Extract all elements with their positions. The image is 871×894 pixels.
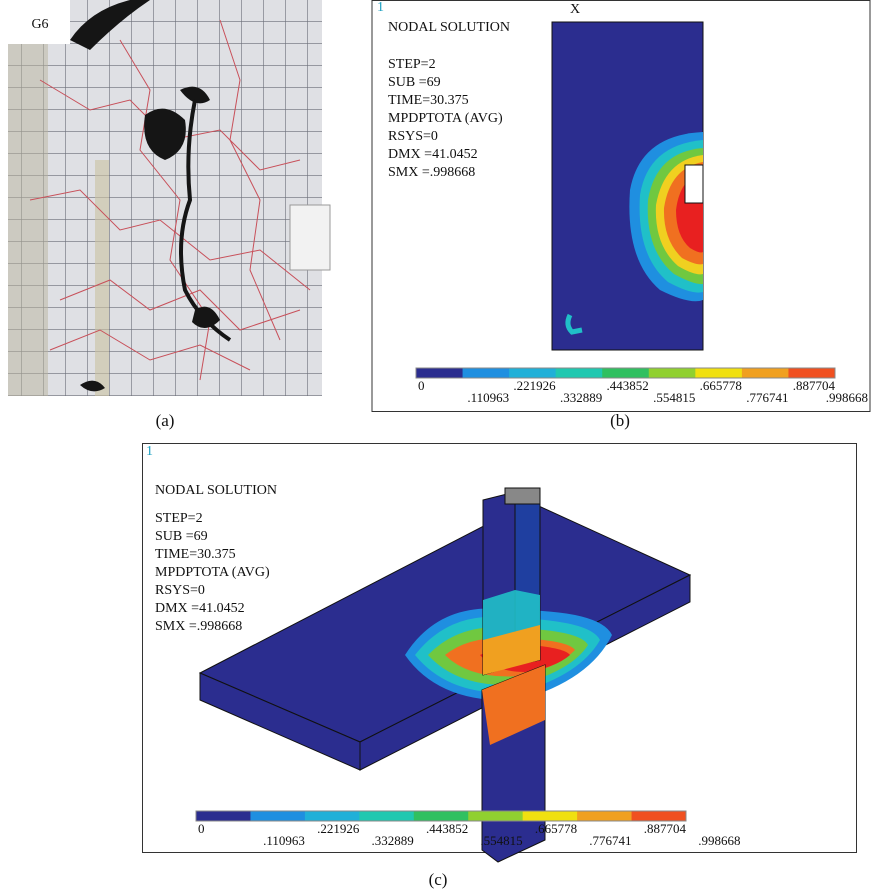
- colorbar-segment: [509, 368, 556, 378]
- caption: (b): [610, 411, 630, 430]
- figure: G6 (a) 1 X (b) 1 X (c): [0, 0, 871, 894]
- colorbar-segment: [468, 811, 523, 821]
- legend-label: .887704: [644, 821, 687, 836]
- legend-label: .776741: [589, 833, 631, 848]
- colorbar-segment: [414, 811, 469, 821]
- info-line: SMX =.998668: [388, 165, 475, 180]
- photo-panel: G6 (a): [8, 0, 330, 430]
- legend-label: .332889: [372, 833, 414, 848]
- legend-label: .554815: [653, 390, 695, 405]
- info-line: DMX =41.0452: [388, 147, 478, 162]
- legend-label: .776741: [746, 390, 788, 405]
- info-line: MPDPTOTA (AVG): [388, 111, 503, 126]
- legend-label: .110963: [467, 390, 509, 405]
- legend-label: 0: [418, 378, 425, 393]
- colorbar-segment: [556, 368, 603, 378]
- colorbar-segment: [695, 368, 742, 378]
- colorbar-segment: [416, 368, 463, 378]
- info-line: SUB =69: [155, 529, 208, 544]
- info-line: TIME=30.375: [388, 93, 469, 108]
- photo: [8, 0, 322, 396]
- info-line: SUB =69: [388, 75, 441, 90]
- info-line: STEP=2: [388, 57, 436, 72]
- colorbar-segment: [788, 368, 835, 378]
- title: NODAL SOLUTION: [388, 20, 510, 35]
- panel-label: G6: [31, 17, 48, 32]
- caption: (a): [156, 411, 175, 430]
- colorbar-segment: [305, 811, 360, 821]
- legend-label: .443852: [426, 821, 468, 836]
- legend-label: .443852: [607, 378, 649, 393]
- legend-label: .221926: [317, 821, 360, 836]
- legend-label: .998668: [698, 833, 740, 848]
- legend-label: .332889: [560, 390, 602, 405]
- colorbar-segment: [742, 368, 789, 378]
- info-line: SMX =.998668: [155, 619, 242, 634]
- colorbar-segment: [632, 811, 687, 821]
- colorbar-segment: [196, 811, 251, 821]
- fem-panel: 1 X (b): [372, 0, 870, 430]
- window-number: 1: [146, 444, 153, 459]
- info-line: RSYS=0: [388, 129, 438, 144]
- colorbar-segment: [602, 368, 649, 378]
- colorbar-segment: [523, 811, 578, 821]
- info-line: STEP=2: [155, 511, 203, 526]
- legend-label: .998668: [826, 390, 868, 405]
- caption: (c): [429, 870, 448, 889]
- colorbar-segment: [359, 811, 414, 821]
- legend-label: .665778: [535, 821, 577, 836]
- legend-label: 0: [198, 821, 205, 836]
- info-line: TIME=30.375: [155, 547, 236, 562]
- legend-label: .110963: [263, 833, 305, 848]
- info-line: MPDPTOTA (AVG): [155, 565, 270, 580]
- legend-label: .554815: [480, 833, 522, 848]
- colorbar-segment: [250, 811, 305, 821]
- title: NODAL SOLUTION: [155, 483, 277, 498]
- legend-label: .221926: [513, 378, 556, 393]
- info-line: RSYS=0: [155, 583, 205, 598]
- colorbar-segment: [463, 368, 510, 378]
- window-number: 1: [377, 0, 384, 15]
- fem-panel: 1 X (c): [143, 444, 857, 890]
- colorbar-segment: [577, 811, 632, 821]
- triad: X: [570, 2, 580, 17]
- legend-label: .665778: [700, 378, 742, 393]
- colorbar-segment: [649, 368, 696, 378]
- info-line: DMX =41.0452: [155, 601, 245, 616]
